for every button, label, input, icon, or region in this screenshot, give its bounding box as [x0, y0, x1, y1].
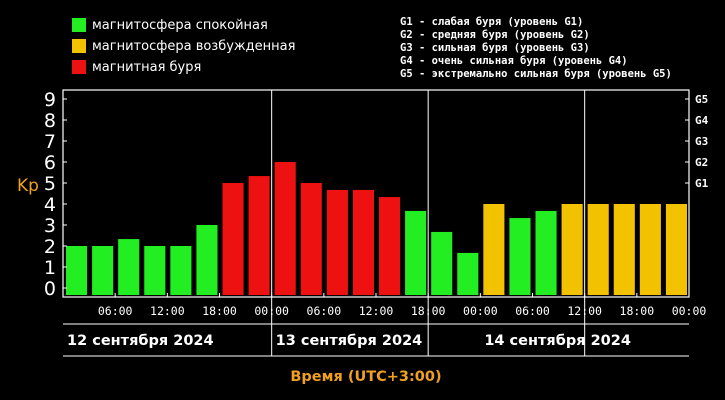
x-tick-label: 06:00: [98, 304, 133, 318]
kp-bar: [639, 204, 661, 295]
y-axis-title: Kp: [17, 176, 39, 196]
legend-swatch-quiet: [72, 18, 86, 32]
x-tick-label: 06:00: [515, 304, 550, 318]
legend-swatch-active: [72, 39, 86, 53]
kp-bar: [665, 204, 687, 295]
kp-bar: [326, 189, 348, 295]
y-tick-label: 7: [44, 131, 56, 153]
legend-item-quiet: магнитосфера спокойная: [72, 16, 268, 34]
legend-swatch-storm: [72, 60, 86, 74]
storm-level-g1: G1 - слабая буря (уровень G1): [400, 16, 584, 28]
day-label: 14 сентября 2024: [484, 333, 631, 349]
g-level-label: G2: [695, 156, 708, 169]
legend-item-active: магнитосфера возбужденная: [72, 37, 295, 55]
x-tick-label: 18:00: [411, 304, 446, 318]
kp-bar: [300, 183, 322, 295]
day-label: 12 сентября 2024: [67, 333, 214, 349]
storm-level-g3: G3 - сильная буря (уровень G3): [400, 42, 590, 54]
x-axis-title: Время (UTC+3:00): [290, 369, 441, 385]
y-tick-label: 6: [44, 152, 56, 174]
kp-bar: [66, 246, 88, 295]
g-level-label: G4: [695, 114, 709, 127]
kp-bar: [248, 176, 270, 295]
storm-level-g4: G4 - очень сильная буря (уровень G4): [400, 55, 628, 67]
y-tick-label: 3: [44, 215, 56, 237]
x-tick-label: 18:00: [620, 304, 655, 318]
legend-label-quiet: магнитосфера спокойная: [92, 17, 268, 33]
kp-bar: [274, 162, 296, 295]
x-tick-label: 00:00: [672, 304, 707, 318]
day-label: 13 сентября 2024: [276, 333, 423, 349]
x-tick-label: 00:00: [254, 304, 289, 318]
kp-bar: [613, 204, 635, 295]
g-level-label: G1: [695, 177, 709, 190]
g-level-label: G5: [695, 93, 708, 106]
y-tick-label: 4: [44, 194, 56, 216]
kp-bar: [144, 246, 166, 295]
legend-label-active: магнитосфера возбужденная: [92, 38, 296, 54]
x-tick-label: 12:00: [359, 304, 394, 318]
kp-bar: [561, 204, 583, 295]
x-tick-label: 12:00: [567, 304, 602, 318]
legend-label-storm: магнитная буря: [92, 59, 202, 75]
storm-level-legend: G1 - слабая буря (уровень G1) G2 - средн…: [400, 16, 672, 81]
kp-bar: [431, 231, 453, 295]
kp-bar: [170, 246, 192, 295]
kp-bar: [457, 252, 479, 295]
y-tick-label: 9: [44, 89, 56, 111]
g-level-label: G3: [695, 135, 708, 148]
kp-bar: [222, 183, 244, 295]
y-tick-label: 5: [44, 173, 56, 195]
kp-bar: [535, 210, 557, 295]
x-tick-label: 12:00: [150, 304, 185, 318]
kp-bar: [352, 189, 374, 295]
y-tick-label: 0: [44, 278, 56, 300]
x-tick-label: 06:00: [307, 304, 342, 318]
kp-bar: [196, 225, 218, 295]
kp-bar: [483, 204, 505, 295]
storm-level-g5: G5 - экстремально сильная буря (уровень …: [400, 68, 672, 80]
legend-item-storm: магнитная буря: [72, 58, 201, 76]
x-tick-label: 00:00: [463, 304, 498, 318]
kp-bar: [118, 239, 140, 295]
kp-bar: [405, 210, 427, 295]
y-tick-label: 8: [44, 110, 56, 132]
x-tick-label: 18:00: [202, 304, 237, 318]
y-tick-label: 2: [44, 236, 56, 258]
kp-bar: [509, 218, 531, 295]
storm-level-g2: G2 - средняя буря (уровень G2): [400, 29, 590, 41]
kp-bar: [379, 197, 401, 295]
kp-bar: [587, 204, 609, 295]
y-tick-label: 1: [44, 257, 56, 279]
kp-bar: [92, 246, 114, 295]
